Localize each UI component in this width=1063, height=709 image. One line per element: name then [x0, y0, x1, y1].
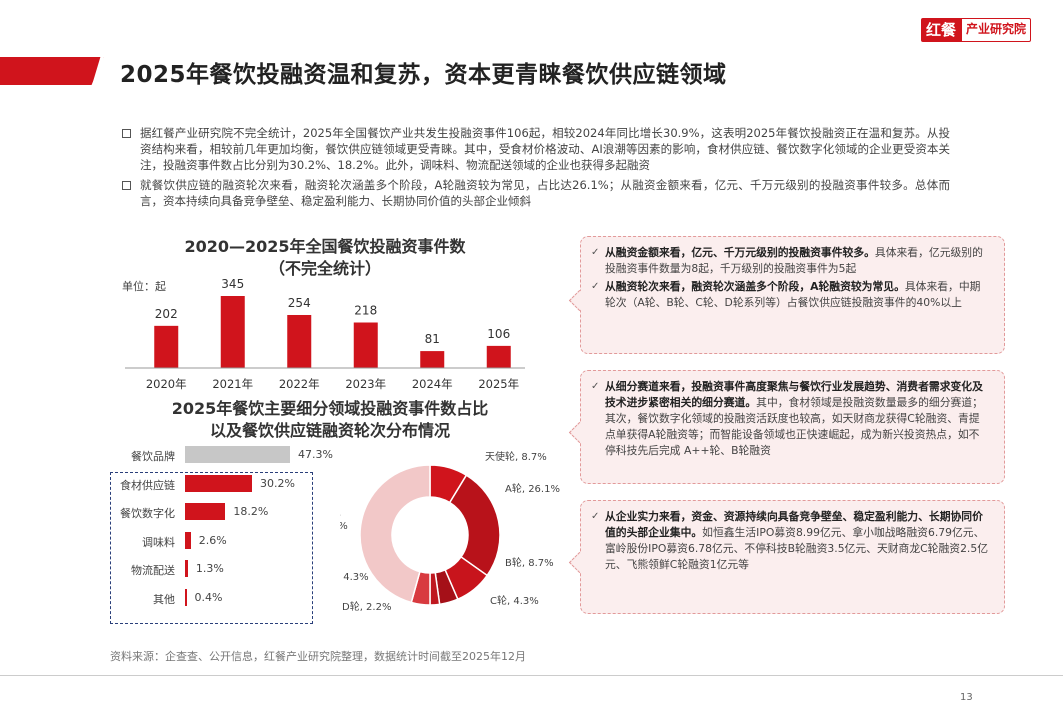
insight-bold: 从企业实力来看，资金、资源持续向具备竞争壁垒、稳定盈利能力、长期协同价值的头部企…	[605, 510, 983, 539]
page-title: 2025年餐饮投融资温和复苏，资本更青睐餐饮供应链领域	[120, 62, 727, 88]
segment-label: 餐饮品牌	[131, 450, 175, 463]
segment-label: 其他	[153, 592, 175, 606]
yearly-bar-chart: 202 2020年 345 2021年 254 2022年 218 2023年 81 2024年 1…	[125, 277, 525, 391]
segment-value: 0.4%	[194, 590, 223, 604]
title-accent-bar	[0, 57, 104, 85]
hbar-chart-title-line2: 以及餐饮供应链融资轮次分布情况	[209, 421, 450, 440]
insight-text: 具体来看，中期轮次（A轮、B轮、C轮、D轮系列等）占餐饮供应链投融资事件的40%…	[605, 280, 981, 309]
segment-bar	[185, 446, 290, 463]
segment-value: 2.6%	[198, 533, 227, 547]
page-number: 13	[960, 692, 973, 703]
segment-bar	[185, 588, 187, 606]
bar-chart-title-line2: （不完全统计）	[268, 259, 381, 278]
year-tick-label: 2022年	[279, 377, 320, 391]
year-bar-value: 81	[425, 332, 440, 346]
segment-label: 调味料	[142, 535, 175, 549]
insight-item: 从企业实力来看，资金、资源持续向具备竞争壁垒、稳定盈利能力、长期协同价值的头部企…	[591, 509, 990, 573]
source-note: 资料来源：企查查、公开信息，红餐产业研究院整理，数据统计时间截至2025年12月	[110, 650, 526, 663]
unit-label: 单位：起	[122, 280, 166, 293]
hbar-chart-title: 2025年餐饮主要细分领域投融资事件数占比 以及餐饮供应链融资轮次分布情况	[110, 398, 550, 442]
insight-item: 从细分赛道来看，投融资事件高度聚焦与餐饮行业发展趋势、消费者需求变化及技术进步紧…	[591, 379, 990, 459]
summary-bullets: 据红餐产业研究院不完全统计，2025年全国餐饮产业共发生投融资事件106起，相较…	[120, 125, 950, 213]
segment-value: 30.2%	[260, 476, 295, 490]
year-tick-label: 2023年	[345, 377, 386, 391]
segment-bar	[185, 531, 191, 549]
brand-logo: 红餐 产业研究院	[921, 18, 1032, 42]
donut-slice	[359, 464, 431, 604]
summary-bullet: 就餐饮供应链的融资轮次来看，融资轮次涵盖多个阶段，A轮融资较为常见，占比达26.…	[120, 177, 950, 209]
insight-text: 具体来看，亿元级别的投融资事件数量为8起，千万级别的投融资事件为5起	[605, 246, 983, 275]
year-bar-value: 106	[487, 327, 510, 341]
segment-label: 物流配送	[131, 564, 175, 577]
segment-value: 47.3%	[298, 448, 333, 461]
segment-bar	[185, 503, 226, 520]
year-tick-label: 2024年	[412, 377, 453, 391]
year-bar	[420, 351, 445, 368]
segment-label: 餐饮数字化	[120, 507, 175, 520]
supply-chain-highlight-box	[110, 472, 313, 624]
donut-label: 其他,	[340, 506, 341, 519]
donut-label: B轮, 8.7%	[505, 556, 554, 569]
year-tick-label: 2025年	[478, 377, 519, 391]
insight-box-segment: 从细分赛道来看，投融资事件高度聚焦与餐饮行业发展趋势、消费者需求变化及技术进步紧…	[580, 370, 1005, 484]
year-bar	[486, 345, 511, 368]
year-bar	[287, 314, 312, 368]
segment-value: 18.2%	[233, 505, 269, 518]
segment-bar	[185, 560, 188, 577]
year-bar-value: 218	[354, 304, 377, 318]
insight-text: 如恒鑫生活IPO募资8.99亿元、拿小咖战略融资6.79亿元、富岭股份IPO募资…	[605, 526, 989, 571]
year-bar-value: 254	[288, 296, 311, 310]
year-bar	[353, 322, 378, 368]
bar-chart-title: 2020—2025年全国餐饮投融资事件数 （不完全统计）	[110, 236, 540, 280]
segment-bar	[185, 474, 253, 492]
donut-label: 天使轮, 8.7%	[485, 450, 547, 463]
hbar-chart-title-line1: 2025年餐饮主要细分领域投融资事件数占比	[171, 399, 489, 418]
donut-label: 45.7%	[340, 521, 348, 532]
insight-text: 其中，食材领域是投融资数量最多的细分赛道；其次，餐饮数字化领域的投融资活跃度也较…	[605, 396, 983, 457]
summary-bullet: 据红餐产业研究院不完全统计，2025年全国餐饮产业共发生投融资事件106起，相较…	[120, 125, 950, 173]
segment-value: 1.3%	[195, 562, 224, 575]
insight-bold: 从细分赛道来看，投融资事件高度聚焦与餐饮行业发展趋势、消费者需求变化及技术进步紧…	[605, 380, 983, 409]
insight-bold: 从融资金额来看，亿元、千万元级别的投融资事件较多。	[605, 246, 875, 259]
donut-label: A轮, 26.1%	[505, 482, 560, 495]
insight-item: 从融资金额来看，亿元、千万元级别的投融资事件较多。具体来看，亿元级别的投融资事件…	[591, 245, 990, 277]
donut-label: C轮, 4.3%	[490, 594, 539, 607]
year-bar	[220, 296, 245, 368]
funding-round-donut: 天使轮, 8.7% A轮, 26.1% B轮, 8.7% C轮, 4.3% D轮, 2.…	[340, 450, 560, 613]
year-bar-value: 345	[221, 277, 244, 291]
insight-box-strength: 从企业实力来看，资金、资源持续向具备竞争壁垒、稳定盈利能力、长期协同价值的头部企…	[580, 500, 1005, 614]
logo-sub-text: 产业研究院	[961, 18, 1032, 42]
insight-box-amount: 从融资金额来看，亿元、千万元级别的投融资事件较多。具体来看，亿元级别的投融资事件…	[580, 236, 1005, 354]
year-bar	[154, 325, 179, 368]
donut-label: D轮, 2.2%	[342, 600, 391, 613]
year-tick-label: 2021年	[212, 377, 253, 391]
donut-label: IPO, 4.3%	[340, 572, 369, 583]
year-bar-value: 202	[155, 307, 178, 321]
logo-main-text: 红餐	[921, 18, 962, 42]
insight-item: 从融资轮次来看，融资轮次涵盖多个阶段，A轮融资较为常见。具体来看，中期轮次（A轮…	[591, 279, 990, 311]
insight-bold: 从融资轮次来看，融资轮次涵盖多个阶段，A轮融资较为常见。	[605, 280, 905, 293]
bar-chart-title-line1: 2020—2025年全国餐饮投融资事件数	[184, 237, 466, 256]
footer-divider	[0, 675, 1063, 676]
year-tick-label: 2020年	[146, 377, 187, 391]
segment-label: 食材供应链	[120, 478, 175, 492]
